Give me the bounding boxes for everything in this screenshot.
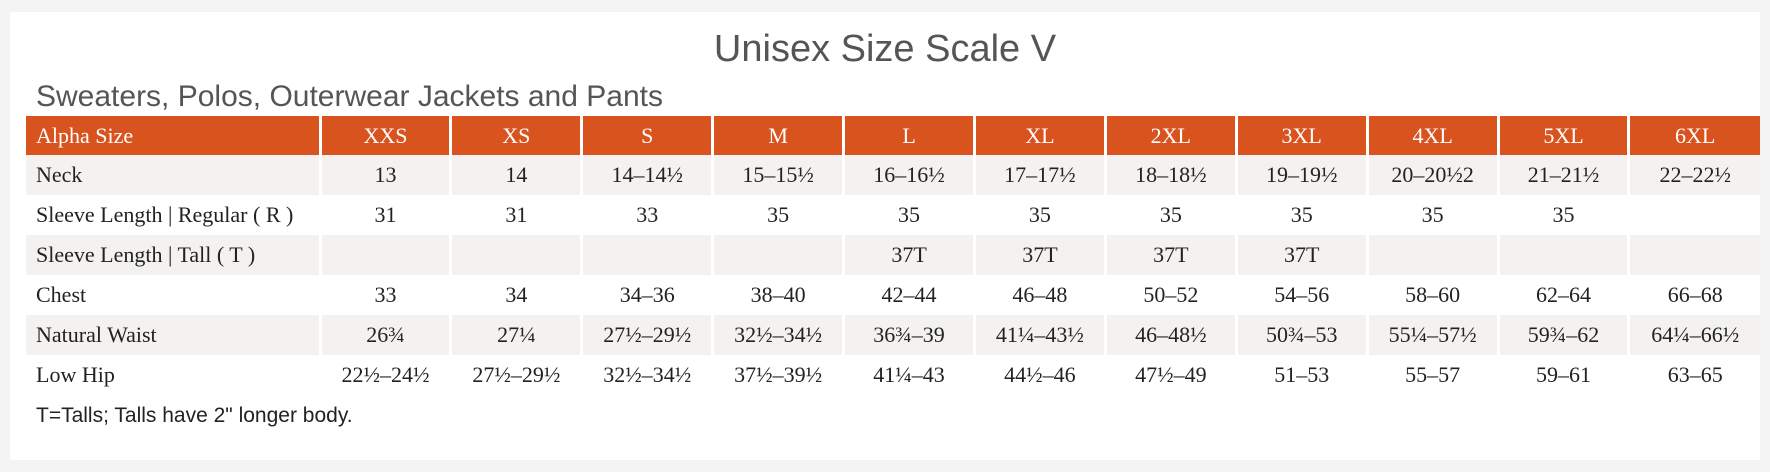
table-cell: 27½–29½: [580, 315, 713, 355]
table-cell: [449, 235, 582, 275]
table-cell: [1627, 195, 1760, 235]
table-cell: 35: [1365, 195, 1499, 235]
table-cell: 37T: [972, 235, 1106, 275]
table-cell: 15–15½: [711, 155, 844, 195]
table-cell: 59–61: [1496, 355, 1629, 395]
table-cell: 33: [318, 275, 451, 315]
table-cell: 44½–46: [972, 355, 1106, 395]
header-cell: S: [580, 116, 713, 155]
header-cell: L: [842, 116, 975, 155]
table-cell: 37T: [1103, 235, 1237, 275]
table-cell: 35: [972, 195, 1106, 235]
title: Unisex Size Scale V: [713, 28, 1057, 70]
page: Unisex Size Scale V Sweaters, Polos, Out…: [10, 12, 1760, 460]
table-cell: 41¼–43: [842, 355, 975, 395]
table-cell: 50–52: [1103, 275, 1237, 315]
table-cell: 35: [1103, 195, 1237, 235]
table-cell: 31: [449, 195, 582, 235]
header-cell: 2XL: [1103, 116, 1237, 155]
table-cell: 55–57: [1365, 355, 1499, 395]
footnote: T=Talls; Talls have 2" longer body.: [36, 404, 353, 427]
table-cell: 63–65: [1627, 355, 1760, 395]
table-cell: 37½–39½: [711, 355, 844, 395]
header-cell: 4XL: [1365, 116, 1499, 155]
header-cell: M: [711, 116, 844, 155]
table-cell: 35: [711, 195, 844, 235]
table-row: Sleeve Length | Tall ( T ) 37T 37T 37T 37T: [26, 235, 1760, 275]
table-cell: 14–14½: [580, 155, 713, 195]
table-cell: [1627, 235, 1760, 275]
header-cell: XS: [449, 116, 582, 155]
table-cell: 37T: [1234, 235, 1368, 275]
table-cell: [711, 235, 844, 275]
row-label: Sleeve Length | Regular ( R ): [36, 202, 294, 227]
table-cell: 26¾: [318, 315, 451, 355]
table-cell: 37T: [842, 235, 975, 275]
table-cell: 35: [1234, 195, 1368, 235]
header-cell: 5XL: [1496, 116, 1629, 155]
table-cell: 17–17½: [972, 155, 1106, 195]
table-row: Natural Waist 26¾ 27¼ 27½–29½ 32½–34½ 36¾–39 4…: [26, 315, 1760, 355]
table-cell: 36¾–39: [842, 315, 975, 355]
table-cell: [318, 235, 451, 275]
table-cell: 42–44: [842, 275, 975, 315]
table-cell: 64¼–66½: [1627, 315, 1760, 355]
table-cell: 35: [1496, 195, 1629, 235]
table-cell: 22–22½: [1627, 155, 1760, 195]
table-cell: 32½–34½: [711, 315, 844, 355]
row-label: Chest: [36, 282, 87, 307]
header-cell: 6XL: [1627, 116, 1760, 155]
table-cell: 21–21½: [1496, 155, 1629, 195]
table-cell: 35: [842, 195, 975, 235]
table-cell: 55¼–57½: [1365, 315, 1499, 355]
header-row: Alpha Size XXS XS S M L XL 2XL 3XL 4XL 5XL 6XL: [26, 116, 1760, 155]
table-cell: 47½–49: [1103, 355, 1237, 395]
table-cell: 46–48½: [1103, 315, 1237, 355]
size-table: Alpha Size XXS XS S M L XL 2XL 3XL 4XL 5XL 6XL Neck 1…: [26, 116, 1760, 395]
table-cell: [580, 235, 713, 275]
table-cell: 50¾–53: [1234, 315, 1368, 355]
table-row: Sleeve Length | Regular ( R ) 31 31 33 35 35 3…: [26, 195, 1760, 235]
table-cell: 13: [318, 155, 451, 195]
table-cell: 22½–24½: [318, 355, 451, 395]
row-label: Natural Waist: [26, 315, 321, 355]
table-row: Chest 33 34 34–36 38–40 42–44 46–48 50–52 54–56 5…: [26, 275, 1760, 315]
table-cell: 62–64: [1496, 275, 1629, 315]
table-cell: 41¼–43½: [972, 315, 1106, 355]
table-cell: 34–36: [580, 275, 713, 315]
table-cell: 33: [580, 195, 713, 235]
table-row: Neck 13 14 14–14½ 15–15½ 16–16½ 17–17½ 18–18½ 19…: [26, 155, 1760, 195]
header-cell: Alpha Size: [26, 116, 321, 155]
row-label: Low Hip: [36, 362, 115, 387]
table-cell: 46–48: [972, 275, 1106, 315]
table-cell: 32½–34½: [580, 355, 713, 395]
table-cell: [1365, 235, 1499, 275]
table-cell: 16–16½: [842, 155, 975, 195]
table-cell: 38–40: [711, 275, 844, 315]
header-cell: XL: [972, 116, 1106, 155]
header-cell: 3XL: [1234, 116, 1368, 155]
table-cell: 27½–29½: [449, 355, 582, 395]
table-cell: 58–60: [1365, 275, 1499, 315]
row-label: Neck: [26, 155, 321, 195]
table-row: Low Hip 22½–24½ 27½–29½ 32½–34½ 37½–39½ 41¼–4…: [26, 355, 1760, 395]
header-cell: XXS: [318, 116, 451, 155]
table-cell: 27¼: [449, 315, 582, 355]
table-cell: 51–53: [1234, 355, 1368, 395]
table-cell: 31: [318, 195, 451, 235]
table-cell: 66–68: [1627, 275, 1760, 315]
table-cell: 19–19½: [1234, 155, 1368, 195]
table-cell: [1496, 235, 1629, 275]
table-cell: 59¾–62: [1496, 315, 1629, 355]
table-cell: 54–56: [1234, 275, 1368, 315]
subtitle: Sweaters, Polos, Outerwear Jackets and P…: [36, 80, 663, 113]
table-cell: 34: [449, 275, 582, 315]
row-label: Sleeve Length | Tall ( T ): [26, 235, 321, 275]
table-cell: 14: [449, 155, 582, 195]
table-cell: 18–18½: [1103, 155, 1237, 195]
table-cell: 20–20½2: [1365, 155, 1499, 195]
